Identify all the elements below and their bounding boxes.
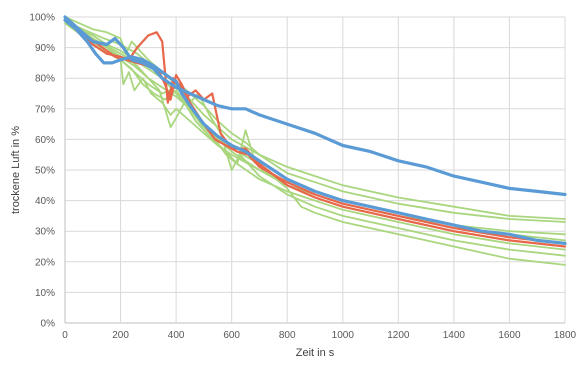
x-axis-label: Zeit in s: [296, 347, 335, 359]
x-tick-label: 1400: [443, 330, 466, 341]
y-tick-label: 60%: [35, 135, 55, 146]
y-tick-label: 100%: [29, 13, 55, 24]
x-tick-label: 1000: [332, 330, 355, 341]
y-tick-label: 40%: [35, 196, 55, 207]
series-line-green-2: [64, 19, 566, 251]
y-tick-label: 70%: [35, 104, 55, 115]
tick-labels: 0% 10% 20% 30% 40% 50% 60% 70% 80% 90% 100% 0 200 400…: [29, 13, 576, 342]
series-line-green-7: [64, 19, 566, 236]
x-tick-label: 1800: [554, 330, 577, 341]
x-tick-label: 400: [168, 330, 185, 341]
y-axis-label: trockene Luft in %: [10, 126, 22, 214]
x-tick-label: 200: [112, 330, 129, 341]
series-line-blue-11: [63, 18, 567, 245]
y-tick-label: 10%: [35, 288, 55, 299]
y-tick-label: 30%: [35, 227, 55, 238]
x-tick-label: 800: [279, 330, 296, 341]
y-tick-label: 20%: [35, 257, 55, 268]
series-line-blue-10: [63, 15, 567, 197]
y-tick-label: 50%: [35, 166, 55, 177]
x-tick-label: 0: [62, 330, 68, 341]
x-tick-label: 1600: [498, 330, 521, 341]
x-tick-label: 600: [223, 330, 240, 341]
series-group: [63, 15, 567, 266]
y-tick-label: 0%: [41, 319, 56, 330]
x-tick-label: 1200: [387, 330, 410, 341]
series-line-green-0: [64, 16, 566, 223]
y-tick-label: 80%: [35, 74, 55, 85]
y-tick-label: 90%: [35, 43, 55, 54]
